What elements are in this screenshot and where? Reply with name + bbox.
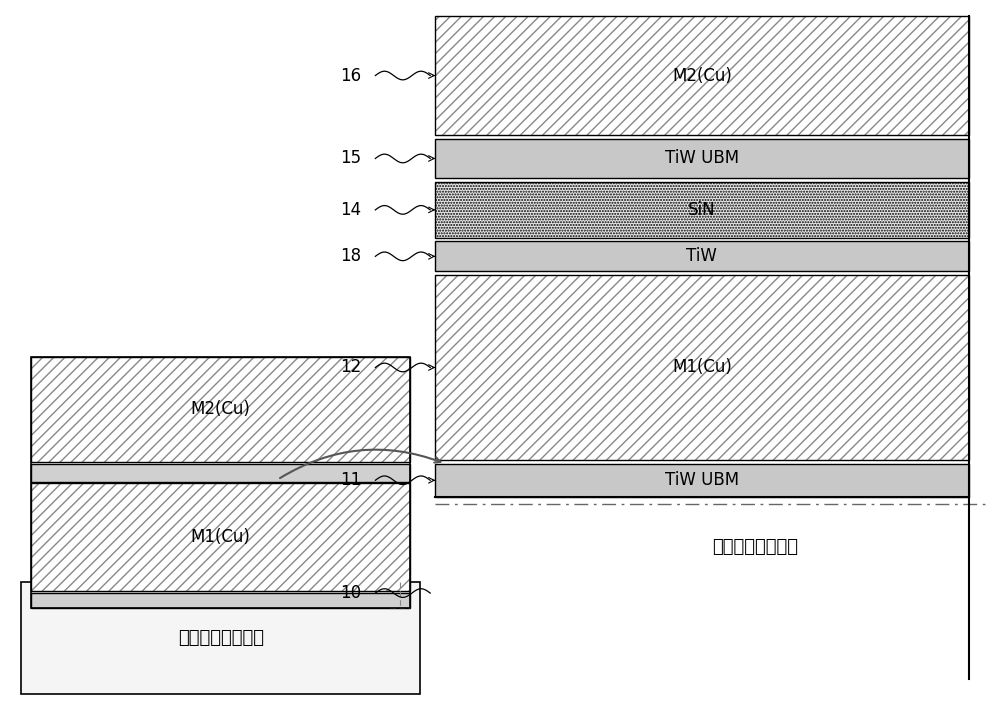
Text: M1(Cu): M1(Cu)	[191, 528, 251, 546]
Bar	[31, 464, 410, 481]
Bar	[435, 16, 969, 135]
Bar	[435, 16, 969, 135]
Bar	[31, 357, 410, 608]
Text: SiN: SiN	[688, 201, 716, 219]
Bar	[31, 484, 410, 591]
Text: M2(Cu): M2(Cu)	[191, 400, 251, 418]
Text: 10: 10	[340, 584, 361, 602]
Bar	[435, 274, 969, 460]
Text: TiW UBM: TiW UBM	[665, 149, 739, 167]
Bar	[435, 241, 969, 272]
Text: 15: 15	[340, 149, 361, 167]
Text: 11: 11	[340, 471, 361, 489]
Bar	[31, 484, 410, 591]
Text: TiW: TiW	[686, 248, 717, 265]
Bar	[435, 182, 969, 238]
Text: 14: 14	[340, 201, 361, 219]
Bar	[435, 274, 969, 460]
Text: 晶片（硬或玻璃）: 晶片（硬或玻璃）	[178, 629, 264, 647]
Text: 16: 16	[340, 67, 361, 85]
Bar	[435, 138, 969, 178]
Bar	[31, 357, 410, 462]
Bar	[435, 463, 969, 497]
Text: 12: 12	[340, 358, 361, 376]
Text: 18: 18	[340, 248, 361, 265]
Bar	[31, 592, 410, 608]
Text: 晶片（硬或玻璃）: 晶片（硬或玻璃）	[712, 538, 798, 555]
Text: TiW UBM: TiW UBM	[665, 471, 739, 489]
Text: M1(Cu): M1(Cu)	[672, 358, 732, 376]
Bar	[31, 357, 410, 462]
Text: M2(Cu): M2(Cu)	[672, 67, 732, 85]
Bar	[21, 582, 420, 694]
